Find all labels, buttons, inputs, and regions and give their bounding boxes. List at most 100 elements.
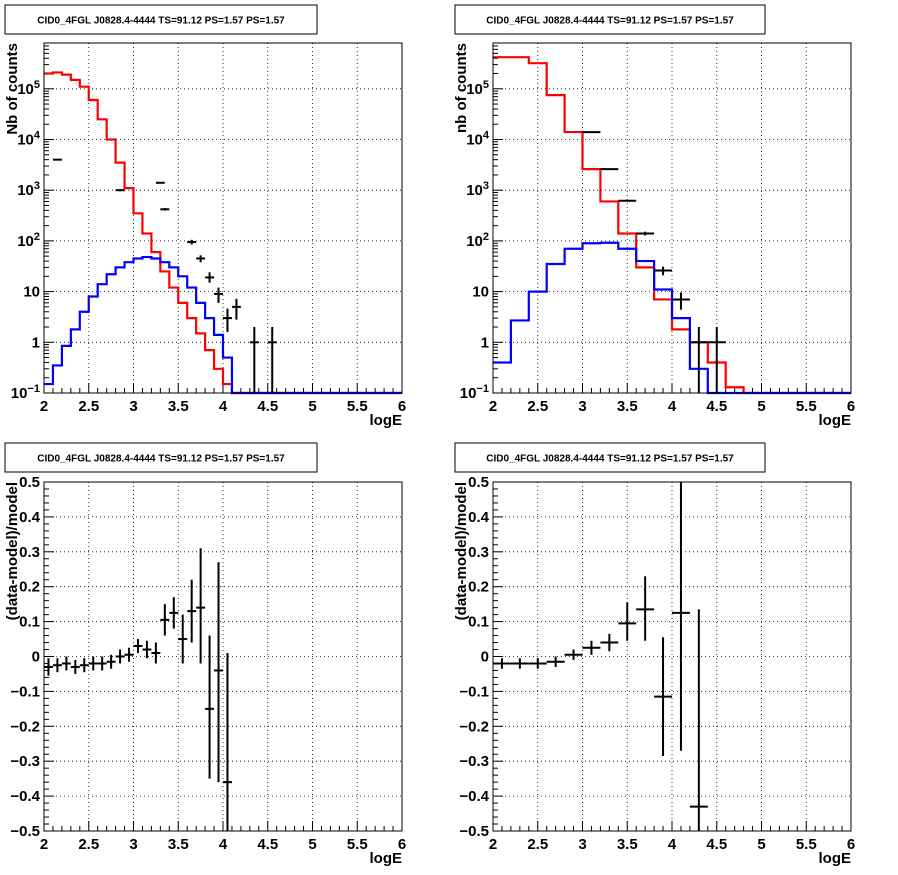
y-tick-label: −0.2 [10, 718, 40, 735]
y-tick-label: 103 [17, 180, 40, 199]
data-point [654, 637, 672, 756]
x-axis-title: logE [819, 850, 852, 867]
data-point [618, 602, 637, 641]
title-box [454, 442, 766, 473]
data-point [106, 654, 116, 669]
y-axis-title: (data-model)/model [453, 482, 470, 620]
x-tick-label: 3 [129, 398, 137, 415]
source-model-histogram [493, 241, 851, 395]
y-tick-label: 105 [466, 79, 489, 98]
y-tick-label: 0.4 [468, 509, 490, 526]
data-point [133, 639, 143, 654]
y-tick-label: −0.4 [10, 788, 40, 805]
data-point [97, 656, 107, 671]
y-tick-label: 0 [32, 649, 40, 666]
data-point [564, 649, 583, 660]
x-tick-label: 4.5 [706, 398, 727, 415]
chart-title: CID0_4FGL J0828.4-4444 TS=91.12 PS=1.57 … [37, 16, 285, 27]
x-tick-label: 4.5 [257, 836, 278, 853]
y-tick-label: 0.1 [468, 614, 489, 631]
data-point [618, 199, 637, 202]
y-axis-title: Nb of counts [4, 43, 21, 135]
data-point [52, 658, 62, 673]
x-tick-label: 4.5 [706, 836, 727, 853]
x-axis-title: logE [819, 412, 852, 429]
y-tick-label: −0.1 [10, 683, 40, 700]
y-tick-label: 0.5 [19, 474, 40, 491]
x-tick-label: 5.5 [796, 836, 817, 853]
data-point [178, 614, 188, 664]
data-point [636, 231, 655, 236]
chart-title: CID0_4FGL J0828.4-4444 TS=91.12 PS=1.57 … [37, 454, 285, 465]
x-tick-label: 3.5 [617, 398, 638, 415]
y-tick-label: 104 [17, 129, 41, 148]
data-point [142, 640, 152, 659]
y-tick-label: 105 [17, 79, 40, 98]
data-point [493, 658, 511, 669]
data-point [124, 647, 134, 662]
x-tick-label: 2.5 [78, 398, 99, 415]
y-tick-label: 10−1 [460, 383, 489, 402]
title-box [4, 442, 318, 473]
y-tick-label: 102 [17, 231, 40, 250]
plot-frame [492, 481, 852, 832]
data-point [115, 649, 125, 664]
y-tick-label: 104 [466, 129, 490, 148]
y-tick-label: 102 [466, 231, 489, 250]
x-tick-label: 2.5 [527, 836, 548, 853]
data-point [196, 548, 206, 664]
data-point [52, 158, 62, 161]
x-tick-label: 4 [668, 836, 677, 853]
x-tick-label: 4 [668, 398, 677, 415]
y-tick-label: 0 [481, 649, 489, 666]
x-tick-label: 5 [308, 398, 316, 415]
x-tick-label: 2 [489, 398, 497, 415]
x-tick-label: 3 [578, 836, 586, 853]
data-point [160, 208, 170, 211]
x-axis-title: logE [370, 850, 403, 867]
x-tick-label: 3 [129, 836, 137, 853]
data-point [214, 287, 223, 303]
x-tick-label: 3 [578, 398, 586, 415]
data-point [88, 656, 98, 671]
data-point [151, 642, 161, 664]
y-tick-label: −0.5 [459, 823, 489, 840]
data-point [528, 658, 547, 669]
x-tick-label: 2 [489, 836, 497, 853]
plot-frame [43, 481, 403, 832]
y-tick-label: 0.3 [468, 544, 489, 561]
data-point [672, 292, 690, 310]
title-box [454, 4, 766, 35]
data-point [600, 168, 619, 171]
data-point [196, 255, 206, 263]
data-point [115, 189, 125, 192]
x-tick-label: 2 [40, 398, 48, 415]
data-point [79, 658, 89, 673]
plot-frame [43, 42, 403, 394]
y-tick-label: 0.5 [468, 474, 489, 491]
data-point [582, 640, 601, 655]
y-tick-label: 0.2 [468, 579, 489, 596]
x-tick-label: 5.5 [347, 836, 368, 853]
data-point [187, 579, 197, 643]
y-tick-label: −0.1 [459, 683, 489, 700]
x-axis-title: logE [370, 412, 403, 429]
data-point [44, 658, 53, 676]
y-tick-label: 10 [23, 284, 40, 301]
y-tick-label: 0.4 [19, 509, 41, 526]
data-point [223, 308, 232, 332]
data-point [546, 656, 565, 667]
x-tick-label: 6 [847, 398, 855, 415]
data-point [155, 181, 165, 184]
y-tick-label: 0.2 [19, 579, 40, 596]
y-tick-label: −0.3 [459, 753, 489, 770]
y-tick-label: 103 [466, 180, 489, 199]
x-tick-label: 6 [398, 398, 406, 415]
y-tick-label: −0.2 [459, 718, 489, 735]
data-point [600, 633, 619, 652]
data-point [672, 482, 690, 751]
data-point [582, 131, 601, 134]
y-tick-label: −0.3 [10, 753, 40, 770]
x-tick-label: 2 [40, 836, 48, 853]
